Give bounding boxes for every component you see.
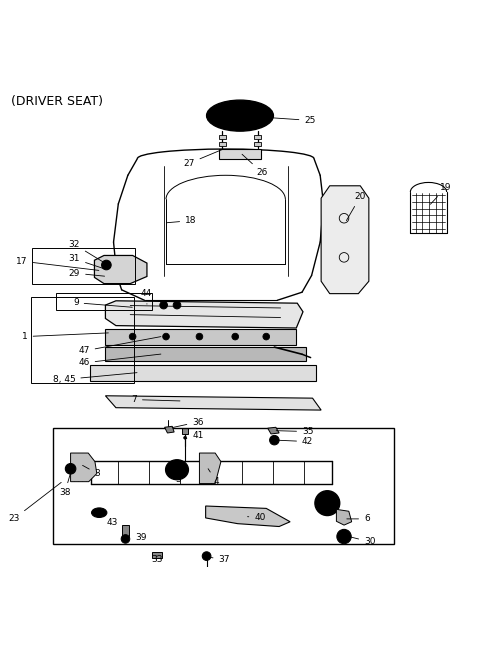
Text: 4: 4: [208, 469, 219, 486]
Circle shape: [232, 333, 239, 340]
Text: 2: 2: [328, 499, 340, 508]
Polygon shape: [106, 396, 321, 410]
Bar: [254, 142, 261, 146]
Text: 40: 40: [248, 513, 266, 522]
Circle shape: [315, 491, 340, 516]
Text: 47: 47: [78, 337, 161, 356]
Bar: [33, 249, 135, 284]
Text: 23: 23: [8, 482, 61, 523]
Polygon shape: [321, 186, 369, 294]
Circle shape: [323, 499, 332, 508]
Text: 41: 41: [185, 431, 204, 440]
Text: (DRIVER SEAT): (DRIVER SEAT): [11, 95, 103, 108]
Circle shape: [337, 529, 351, 544]
Bar: [106, 347, 306, 361]
Text: 8, 45: 8, 45: [53, 373, 137, 384]
Circle shape: [270, 436, 279, 445]
Bar: [254, 135, 261, 139]
Bar: [31, 297, 133, 383]
Polygon shape: [199, 453, 221, 483]
Bar: [219, 142, 226, 146]
Circle shape: [160, 301, 168, 309]
Text: 29: 29: [69, 268, 105, 277]
Text: 3: 3: [83, 465, 100, 478]
Bar: [121, 525, 129, 535]
Text: 31: 31: [69, 255, 105, 269]
Ellipse shape: [166, 460, 189, 480]
Text: 6: 6: [347, 514, 370, 523]
Polygon shape: [95, 255, 147, 283]
Circle shape: [202, 552, 211, 560]
Polygon shape: [205, 506, 290, 527]
Text: 32: 32: [69, 240, 105, 263]
Text: 38: 38: [59, 470, 71, 497]
Bar: [90, 365, 316, 381]
Bar: [182, 428, 189, 434]
Text: 27: 27: [183, 149, 223, 168]
Text: 44: 44: [141, 289, 152, 304]
Circle shape: [184, 436, 187, 440]
Circle shape: [102, 260, 111, 270]
Text: 36: 36: [172, 417, 204, 428]
Circle shape: [341, 534, 347, 539]
Text: 9: 9: [73, 298, 132, 307]
Text: 25: 25: [243, 116, 316, 125]
Polygon shape: [106, 301, 303, 328]
Text: 42: 42: [278, 437, 313, 446]
Bar: [219, 135, 226, 139]
Text: 19: 19: [431, 183, 452, 204]
Text: 46: 46: [78, 354, 161, 367]
Ellipse shape: [92, 508, 107, 518]
Circle shape: [65, 464, 76, 474]
Text: 17: 17: [16, 256, 99, 270]
Polygon shape: [165, 426, 174, 433]
Text: 1: 1: [22, 332, 108, 341]
Circle shape: [171, 464, 183, 476]
Text: 37: 37: [210, 555, 230, 564]
Bar: [56, 293, 152, 310]
Text: 33: 33: [151, 555, 163, 564]
Polygon shape: [71, 453, 97, 482]
Bar: [218, 149, 262, 159]
Circle shape: [129, 333, 136, 340]
Circle shape: [173, 301, 181, 309]
Text: 43: 43: [101, 514, 118, 527]
Text: 39: 39: [128, 533, 146, 541]
Polygon shape: [268, 427, 279, 434]
Bar: [53, 428, 394, 544]
Text: 18: 18: [167, 216, 197, 225]
Circle shape: [263, 333, 270, 340]
Ellipse shape: [206, 100, 274, 131]
Polygon shape: [152, 552, 162, 558]
Text: 35: 35: [276, 427, 313, 436]
Text: 20: 20: [347, 192, 366, 220]
Bar: [106, 329, 296, 344]
Text: 26: 26: [242, 154, 268, 177]
Polygon shape: [336, 509, 352, 525]
Circle shape: [163, 333, 169, 340]
Text: 5: 5: [176, 469, 181, 483]
Text: 7: 7: [131, 395, 180, 404]
Text: 30: 30: [348, 536, 375, 546]
Circle shape: [121, 535, 130, 543]
Circle shape: [196, 333, 203, 340]
